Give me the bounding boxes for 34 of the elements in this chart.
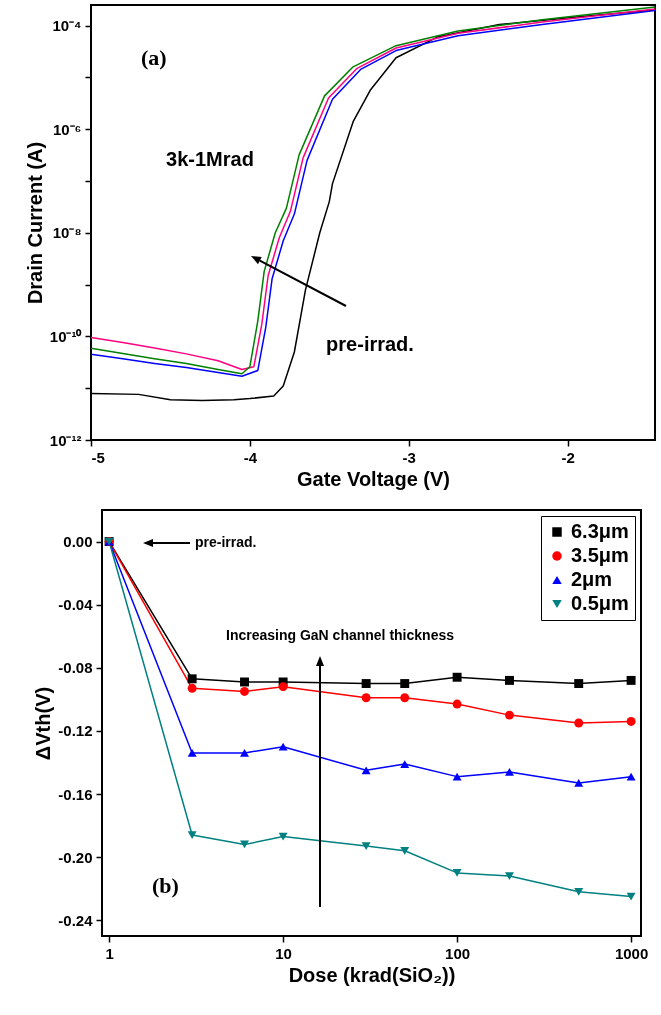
y-tick-label: -0.24 [58,911,94,929]
legend-label: 3.5μm [571,544,629,566]
y-tick-label: -0.08 [58,659,93,677]
y-tick-label: 0.00 [63,533,93,551]
annotation: 3k-1Mrad [166,148,254,170]
legend-label: 2μm [571,568,613,590]
annotation: pre-irrad. [195,534,257,550]
y-axis-title: Drain Current (A) [23,141,46,305]
x-tick-label: -5 [91,448,105,466]
y-tick-label: 10⁻⁸ [52,224,82,242]
annotation: Increasing GaN channel thickness [226,627,455,643]
annotation: (a) [141,45,167,70]
y-tick-label: 10⁻¹² [49,431,82,449]
x-tick-label: -4 [243,448,258,466]
x-tick-label: 1000 [614,944,649,962]
y-tick-label: 10⁻¹⁰ [49,327,83,345]
x-axis-title: Gate Voltage (V) [297,467,450,490]
annotation: pre-irrad. [326,333,414,355]
y-tick-label: 10⁻⁴ [52,17,82,35]
y-tick-label: -0.20 [58,848,93,866]
x-tick-label: -2 [561,448,575,466]
x-tick-label: 1 [105,944,114,962]
x-axis-title: Dose (krad(SiO₂)) [288,963,456,986]
x-tick-label: 10 [275,944,292,962]
x-tick-label: 100 [445,944,471,962]
annotation: (b) [152,873,179,898]
y-tick-label: 10⁻⁶ [52,120,82,138]
x-tick-label: -3 [402,448,416,466]
legend-label: 6.3μm [571,520,629,542]
y-tick-label: -0.12 [58,722,93,740]
legend-label: 0.5μm [571,592,629,614]
y-tick-label: -0.04 [58,596,94,614]
y-axis-title: ΔVth(V) [32,686,55,761]
y-tick-label: -0.16 [58,785,93,803]
